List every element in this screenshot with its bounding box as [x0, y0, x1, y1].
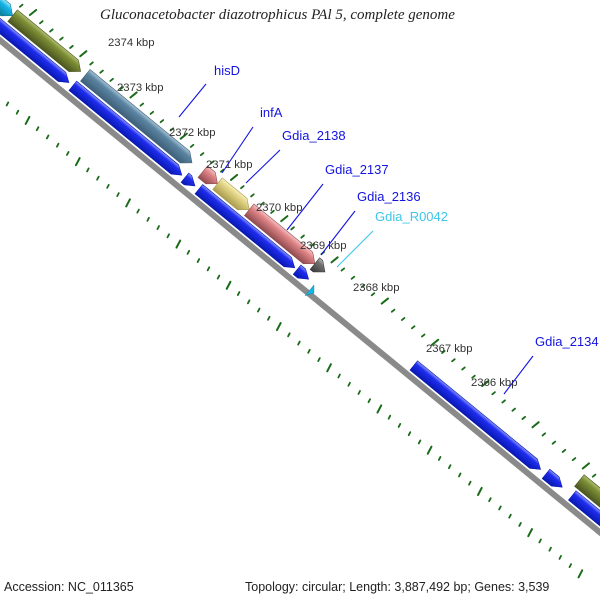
svg-text:2368 kbp: 2368 kbp — [353, 282, 399, 294]
svg-text:2374 kbp: 2374 kbp — [108, 37, 154, 49]
svg-text:2367 kbp: 2367 kbp — [426, 343, 472, 355]
svg-text:2373 kbp: 2373 kbp — [117, 82, 163, 94]
svg-text:2372 kbp: 2372 kbp — [169, 127, 215, 139]
svg-text:2366 kbp: 2366 kbp — [471, 377, 517, 389]
svg-text:2371 kbp: 2371 kbp — [206, 159, 252, 171]
svg-text:Gdia_2138: Gdia_2138 — [282, 128, 346, 143]
svg-text:Gdia_R0042: Gdia_R0042 — [375, 209, 448, 224]
svg-text:hisD: hisD — [214, 63, 240, 78]
svg-text:Gdia_2136: Gdia_2136 — [357, 189, 421, 204]
svg-text:Gdia_2137: Gdia_2137 — [325, 162, 389, 177]
svg-text:infA: infA — [260, 105, 283, 120]
svg-text:Gdia_2134: Gdia_2134 — [535, 334, 599, 349]
svg-text:2370 kbp: 2370 kbp — [256, 202, 302, 214]
svg-text:2369 kbp: 2369 kbp — [300, 240, 346, 252]
